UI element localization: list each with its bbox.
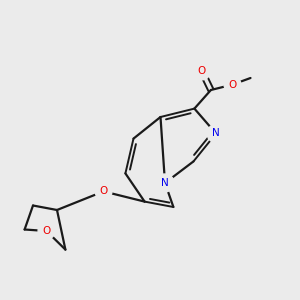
Text: O: O (42, 226, 51, 236)
Text: N: N (161, 178, 169, 188)
Circle shape (156, 174, 174, 192)
Circle shape (224, 76, 241, 93)
Circle shape (38, 223, 55, 239)
Text: O: O (99, 186, 108, 197)
Text: O: O (228, 80, 237, 90)
Circle shape (194, 63, 210, 80)
Circle shape (95, 183, 112, 200)
Text: O: O (198, 66, 206, 76)
Text: N: N (212, 128, 220, 139)
Circle shape (207, 124, 225, 142)
